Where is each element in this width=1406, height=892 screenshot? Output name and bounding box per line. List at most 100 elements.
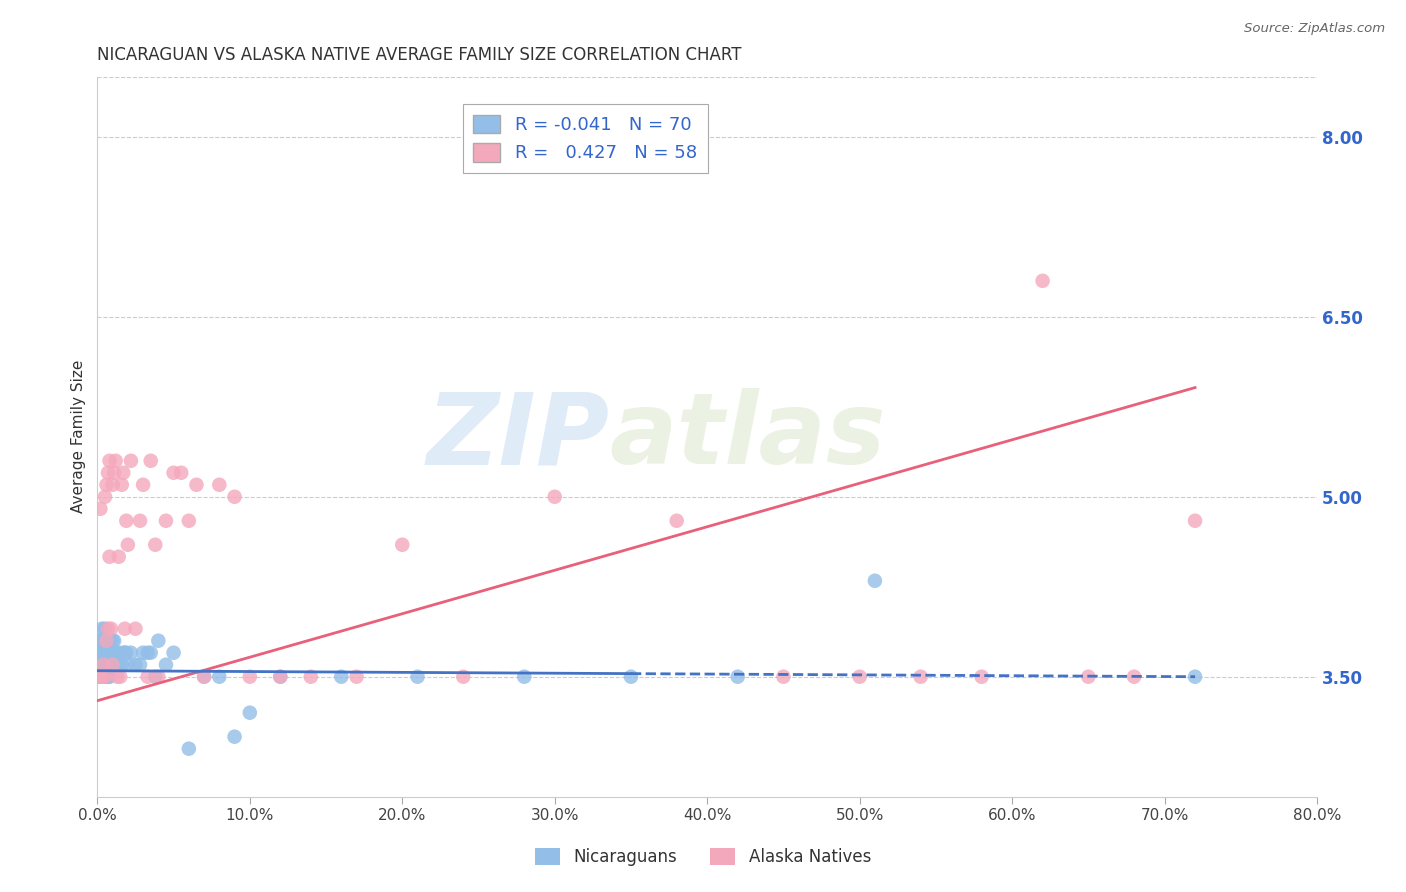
- Point: [1184, 670, 1206, 684]
- Point: [90, 633, 112, 648]
- Point: [94, 670, 117, 684]
- Point: [451, 670, 474, 684]
- Point: [139, 454, 162, 468]
- Point: [93, 633, 115, 648]
- Point: [96, 657, 118, 672]
- Point: [100, 622, 122, 636]
- Point: [94, 670, 117, 684]
- Point: [101, 477, 124, 491]
- Point: [143, 538, 166, 552]
- Y-axis label: Average Family Size: Average Family Size: [72, 360, 86, 514]
- Point: [98, 670, 121, 684]
- Point: [100, 646, 122, 660]
- Point: [115, 514, 138, 528]
- Point: [94, 646, 117, 660]
- Point: [132, 646, 155, 660]
- Point: [93, 657, 115, 672]
- Point: [114, 646, 136, 660]
- Point: [94, 657, 117, 672]
- Point: [848, 670, 870, 684]
- Point: [97, 466, 120, 480]
- Point: [239, 706, 262, 720]
- Legend: Nicaraguans, Alaska Natives: Nicaraguans, Alaska Natives: [529, 841, 877, 873]
- Point: [162, 466, 184, 480]
- Point: [136, 670, 159, 684]
- Point: [98, 633, 121, 648]
- Point: [177, 514, 200, 528]
- Point: [96, 477, 118, 491]
- Text: ZIP: ZIP: [426, 388, 610, 485]
- Point: [224, 730, 246, 744]
- Point: [110, 657, 132, 672]
- Point: [115, 646, 138, 660]
- Point: [406, 670, 429, 684]
- Point: [193, 670, 215, 684]
- Point: [96, 670, 118, 684]
- Legend: R = -0.041   N = 70, R =   0.427   N = 58: R = -0.041 N = 70, R = 0.427 N = 58: [463, 103, 707, 173]
- Point: [90, 670, 112, 684]
- Point: [98, 454, 121, 468]
- Point: [97, 657, 120, 672]
- Point: [155, 657, 177, 672]
- Point: [1123, 670, 1146, 684]
- Point: [117, 657, 139, 672]
- Point: [89, 657, 111, 672]
- Point: [970, 670, 993, 684]
- Point: [111, 477, 134, 491]
- Point: [90, 657, 112, 672]
- Point: [148, 670, 170, 684]
- Point: [269, 670, 291, 684]
- Point: [114, 622, 136, 636]
- Point: [97, 622, 120, 636]
- Point: [1184, 514, 1206, 528]
- Point: [330, 670, 353, 684]
- Point: [104, 454, 127, 468]
- Point: [101, 657, 124, 672]
- Point: [208, 670, 231, 684]
- Point: [107, 549, 129, 564]
- Point: [239, 670, 262, 684]
- Point: [132, 477, 155, 491]
- Point: [1077, 670, 1099, 684]
- Point: [87, 657, 110, 672]
- Point: [620, 670, 643, 684]
- Point: [863, 574, 886, 588]
- Point: [155, 514, 177, 528]
- Point: [136, 646, 159, 660]
- Point: [107, 646, 129, 660]
- Point: [148, 633, 170, 648]
- Text: Source: ZipAtlas.com: Source: ZipAtlas.com: [1244, 22, 1385, 36]
- Point: [139, 646, 162, 660]
- Point: [105, 670, 128, 684]
- Point: [124, 657, 146, 672]
- Point: [104, 646, 127, 660]
- Point: [117, 538, 139, 552]
- Point: [269, 670, 291, 684]
- Point: [1032, 274, 1054, 288]
- Point: [105, 657, 128, 672]
- Text: atlas: atlas: [610, 388, 886, 485]
- Point: [89, 633, 111, 648]
- Point: [93, 646, 115, 660]
- Point: [103, 646, 125, 660]
- Point: [90, 646, 112, 660]
- Point: [193, 670, 215, 684]
- Point: [124, 622, 146, 636]
- Point: [93, 670, 115, 684]
- Point: [89, 501, 111, 516]
- Point: [96, 646, 118, 660]
- Point: [96, 633, 118, 648]
- Point: [112, 466, 135, 480]
- Point: [94, 633, 117, 648]
- Point: [87, 670, 110, 684]
- Text: NICARAGUAN VS ALASKA NATIVE AVERAGE FAMILY SIZE CORRELATION CHART: NICARAGUAN VS ALASKA NATIVE AVERAGE FAMI…: [97, 46, 742, 64]
- Point: [111, 657, 134, 672]
- Point: [87, 670, 110, 684]
- Point: [94, 622, 117, 636]
- Point: [103, 466, 125, 480]
- Point: [101, 633, 124, 648]
- Point: [346, 670, 368, 684]
- Point: [391, 538, 413, 552]
- Point: [101, 657, 124, 672]
- Point: [727, 670, 749, 684]
